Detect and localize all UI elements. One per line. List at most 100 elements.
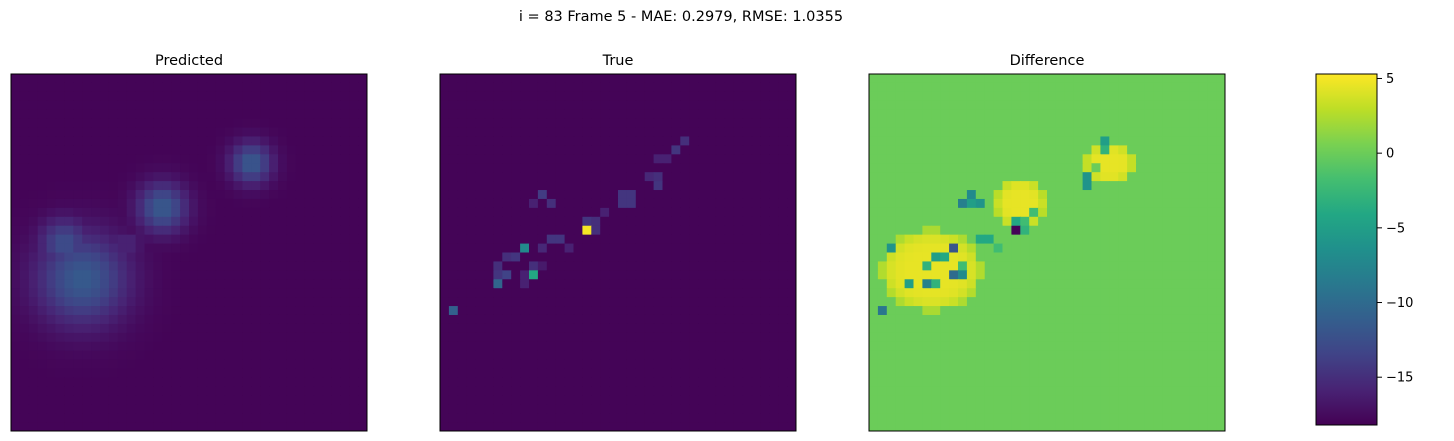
heatmap-cell (949, 386, 959, 396)
heatmap-cell (502, 386, 512, 396)
heatmap-cell (635, 341, 646, 352)
heatmap-cell (778, 297, 788, 307)
heatmap-cell (11, 243, 21, 254)
heatmap-cell (1109, 377, 1119, 387)
heatmap-cell (591, 198, 601, 209)
heatmap-cell (340, 377, 350, 387)
heatmap-cell (440, 261, 450, 271)
heatmap-cell (742, 297, 753, 307)
heatmap-cell (171, 163, 181, 173)
heatmap-cell (484, 350, 494, 361)
heatmap-cell (278, 252, 288, 263)
heatmap-cell (153, 332, 163, 343)
heatmap-cell (1207, 270, 1217, 280)
heatmap-cell (940, 341, 950, 352)
heatmap-cell (19, 341, 30, 352)
heatmap-cell (1091, 163, 1101, 173)
heatmap-cell (546, 154, 557, 164)
heatmap-cell (555, 279, 566, 289)
heatmap-cell (144, 74, 154, 84)
heatmap-cell (600, 172, 610, 182)
heatmap-cell (100, 154, 110, 164)
heatmap-cell (600, 154, 610, 164)
heatmap-cell (922, 386, 932, 396)
heatmap-cell (19, 190, 30, 200)
heatmap-cell (1100, 404, 1110, 414)
heatmap-cell (1047, 323, 1057, 334)
heatmap-cell (1127, 359, 1137, 370)
heatmap-cell (126, 422, 137, 431)
heatmap-cell (751, 377, 761, 387)
heatmap-cell (171, 91, 181, 102)
heatmap-cell (304, 368, 315, 379)
heatmap-cell (19, 109, 30, 120)
heatmap-cell (1180, 91, 1190, 102)
heatmap-cell (340, 261, 350, 271)
heatmap-cell (1171, 172, 1182, 182)
heatmap-cell (466, 127, 477, 138)
heatmap-cell (224, 368, 235, 379)
heatmap-cell (1082, 306, 1093, 316)
heatmap-cell (975, 270, 986, 280)
heatmap-cell (313, 350, 324, 361)
heatmap-cell (11, 270, 21, 280)
heatmap-cell (922, 154, 932, 164)
heatmap-cell (1171, 306, 1182, 316)
heatmap-cell (206, 314, 217, 325)
heatmap-cell (958, 82, 968, 93)
heatmap-cell (1180, 377, 1190, 387)
heatmap-cell (19, 234, 30, 245)
heatmap-cell (600, 207, 610, 218)
heatmap-cell (1189, 332, 1199, 343)
heatmap-cell (215, 216, 226, 227)
heatmap-cell (322, 190, 332, 200)
heatmap-cell (224, 74, 235, 84)
heatmap-cell (1207, 288, 1217, 298)
heatmap-cell (769, 190, 779, 200)
heatmap-cell (475, 74, 486, 84)
heatmap-cell (1064, 243, 1075, 254)
heatmap-cell (189, 261, 199, 271)
heatmap-cell (626, 368, 637, 379)
heatmap-cell (698, 386, 708, 396)
heatmap-cell (466, 136, 477, 147)
heatmap-cell (224, 82, 235, 93)
heatmap-cell (1047, 386, 1057, 396)
heatmap-cell (171, 386, 181, 396)
heatmap-cell (707, 234, 717, 245)
heatmap-cell (600, 359, 610, 370)
heatmap-cell (162, 359, 172, 370)
heatmap-cell (662, 297, 672, 307)
heatmap-cell (984, 270, 995, 280)
heatmap-cell (529, 377, 539, 387)
heatmap-cell (189, 422, 199, 431)
heatmap-cell (778, 198, 788, 209)
heatmap-cell (251, 422, 261, 431)
heatmap-cell (671, 404, 681, 414)
heatmap-cell (913, 270, 923, 280)
heatmap-cell (286, 332, 297, 343)
heatmap-cell (37, 377, 48, 387)
heatmap-cell (760, 234, 770, 245)
heatmap-cell (1100, 368, 1110, 379)
heatmap-cell (958, 163, 968, 173)
heatmap-cell (11, 190, 21, 200)
heatmap-cell (573, 243, 583, 254)
heatmap-cell (984, 288, 995, 298)
heatmap-cell (626, 91, 637, 102)
heatmap-cell (28, 181, 39, 191)
heatmap-cell (108, 252, 119, 263)
heatmap-cell (940, 359, 950, 370)
heatmap-cell (760, 413, 770, 423)
heatmap-cell (689, 127, 699, 138)
heatmap-cell (949, 145, 959, 155)
heatmap-cell (64, 225, 74, 236)
heatmap-cell (546, 234, 557, 245)
heatmap-cell (626, 386, 637, 396)
heatmap-cell (662, 332, 672, 343)
heatmap-cell (171, 109, 181, 120)
heatmap-cell (591, 395, 601, 405)
heatmap-cell (1064, 386, 1075, 396)
heatmap-cell (1207, 163, 1217, 173)
heatmap-cell (555, 207, 566, 218)
